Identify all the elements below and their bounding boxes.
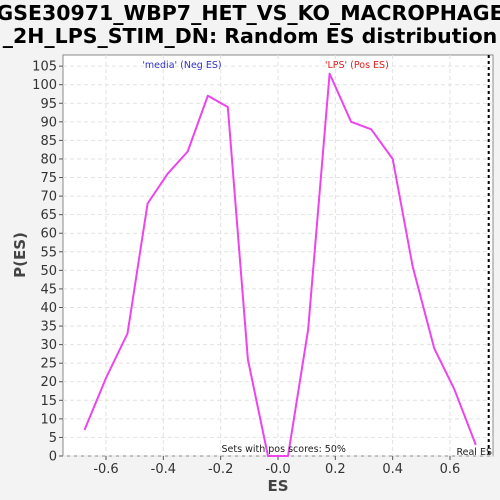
x-tick-label: 0.2	[325, 462, 346, 477]
chart-title-line-1: GSE30971_WBP7_HET_VS_KO_MACROPHAGE	[0, 1, 500, 25]
y-tick-label: 80	[40, 152, 57, 167]
y-tick-label: 75	[40, 171, 57, 186]
y-tick-label: 15	[40, 394, 57, 409]
series-layer	[83, 72, 477, 457]
y-tick-label: 45	[40, 282, 57, 297]
x-tick-label: -0.6	[93, 462, 118, 477]
y-tick-label: 100	[32, 78, 57, 93]
y-tick-label: 55	[40, 245, 57, 260]
y-tick-label: 90	[40, 115, 57, 130]
y-tick-label: 0	[49, 450, 57, 465]
chart-title-line-2: _2H_LPS_STIM_DN: Random ES distribution	[3, 24, 498, 48]
y-axis-label: P(ES)	[11, 232, 29, 278]
y-axis: 0 5 10 15 20 25 30 35 40 45 50 55 60 65 70 75 80 85 90 95 10…	[32, 60, 63, 465]
x-tick-label: 0.4	[382, 462, 403, 477]
plot-area	[62, 54, 494, 457]
x-tick-label: -0.2	[208, 462, 233, 477]
x-axis-label: ES	[267, 477, 288, 495]
x-tick-label: 0.6	[440, 462, 461, 477]
y-tick-label: 10	[40, 412, 57, 427]
y-tick-label: 20	[40, 375, 57, 390]
y-tick-label: 95	[40, 97, 57, 112]
grid	[63, 55, 493, 457]
x-tick-label: -0.4	[151, 462, 176, 477]
y-tick-label: 40	[40, 301, 57, 316]
x-axis: -0.6 -0.4 -0.2 -0.0 0.2 0.4 0.6	[93, 456, 460, 477]
x-tick-label: -0.0	[265, 462, 290, 477]
y-tick-label: 25	[40, 357, 57, 372]
neg-es-label: 'media' (Neg ES)	[142, 60, 221, 71]
y-tick-label: 65	[40, 208, 57, 223]
es-distribution-line	[83, 72, 477, 457]
y-tick-label: 5	[49, 431, 57, 446]
y-tick-label: 35	[40, 320, 57, 335]
y-tick-label: 50	[40, 264, 57, 279]
real-es-label: Real ES	[456, 447, 492, 458]
y-tick-label: 85	[40, 134, 57, 149]
y-tick-label: 105	[32, 60, 57, 75]
pos-scores-label: Sets with pos scores: 50%	[222, 444, 346, 455]
y-tick-label: 60	[40, 227, 57, 242]
pos-es-label: 'LPS' (Pos ES)	[325, 60, 389, 71]
y-tick-label: 70	[40, 190, 57, 205]
y-tick-label: 30	[40, 338, 57, 353]
